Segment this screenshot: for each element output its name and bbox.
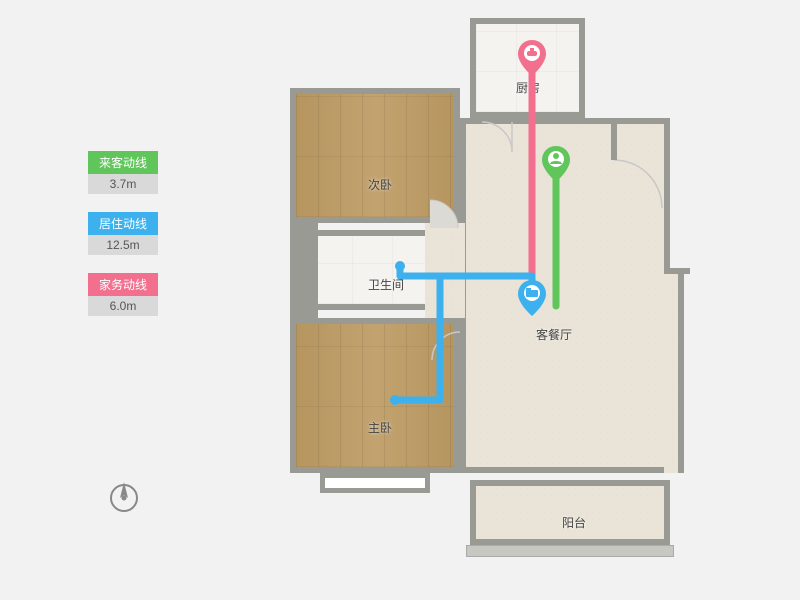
legend-label-guest: 来客动线 <box>88 151 158 174</box>
pin-guest-icon <box>542 146 570 182</box>
legend-label-living: 居住动线 <box>88 212 158 235</box>
room-label-kitchen: 厨房 <box>516 79 540 96</box>
floorplan: 厨房 次卧 卫生间 主卧 客餐厅 阳台 <box>290 18 690 578</box>
compass-icon <box>106 480 142 521</box>
room-label-bedroom2: 次卧 <box>368 176 392 193</box>
wall-segment <box>290 223 318 318</box>
room-label-bedroom1: 主卧 <box>368 419 392 436</box>
living-extension <box>664 274 684 473</box>
legend-value-chores: 6.0m <box>88 296 158 316</box>
window-ledge <box>320 473 430 493</box>
balcony-ledge <box>466 545 674 557</box>
legend-label-chores: 家务动线 <box>88 273 158 296</box>
room-label-bathroom: 卫生间 <box>368 276 404 293</box>
room-balcony: 阳台 <box>470 480 670 545</box>
corridor-floor <box>425 223 465 318</box>
pin-chores-icon <box>518 40 546 76</box>
legend-item-chores: 家务动线 6.0m <box>88 273 158 316</box>
legend-item-guest: 来客动线 3.7m <box>88 151 158 194</box>
room-bedroom2: 次卧 <box>290 88 460 223</box>
legend-value-living: 12.5m <box>88 235 158 255</box>
legend-item-living: 居住动线 12.5m <box>88 212 158 255</box>
legend-value-guest: 3.7m <box>88 174 158 194</box>
legend: 来客动线 3.7m 居住动线 12.5m 家务动线 6.0m <box>88 151 158 334</box>
room-label-living: 客餐厅 <box>536 326 572 343</box>
room-bedroom1: 主卧 <box>290 318 460 473</box>
room-label-balcony: 阳台 <box>562 514 586 531</box>
pin-living-icon <box>518 280 546 316</box>
